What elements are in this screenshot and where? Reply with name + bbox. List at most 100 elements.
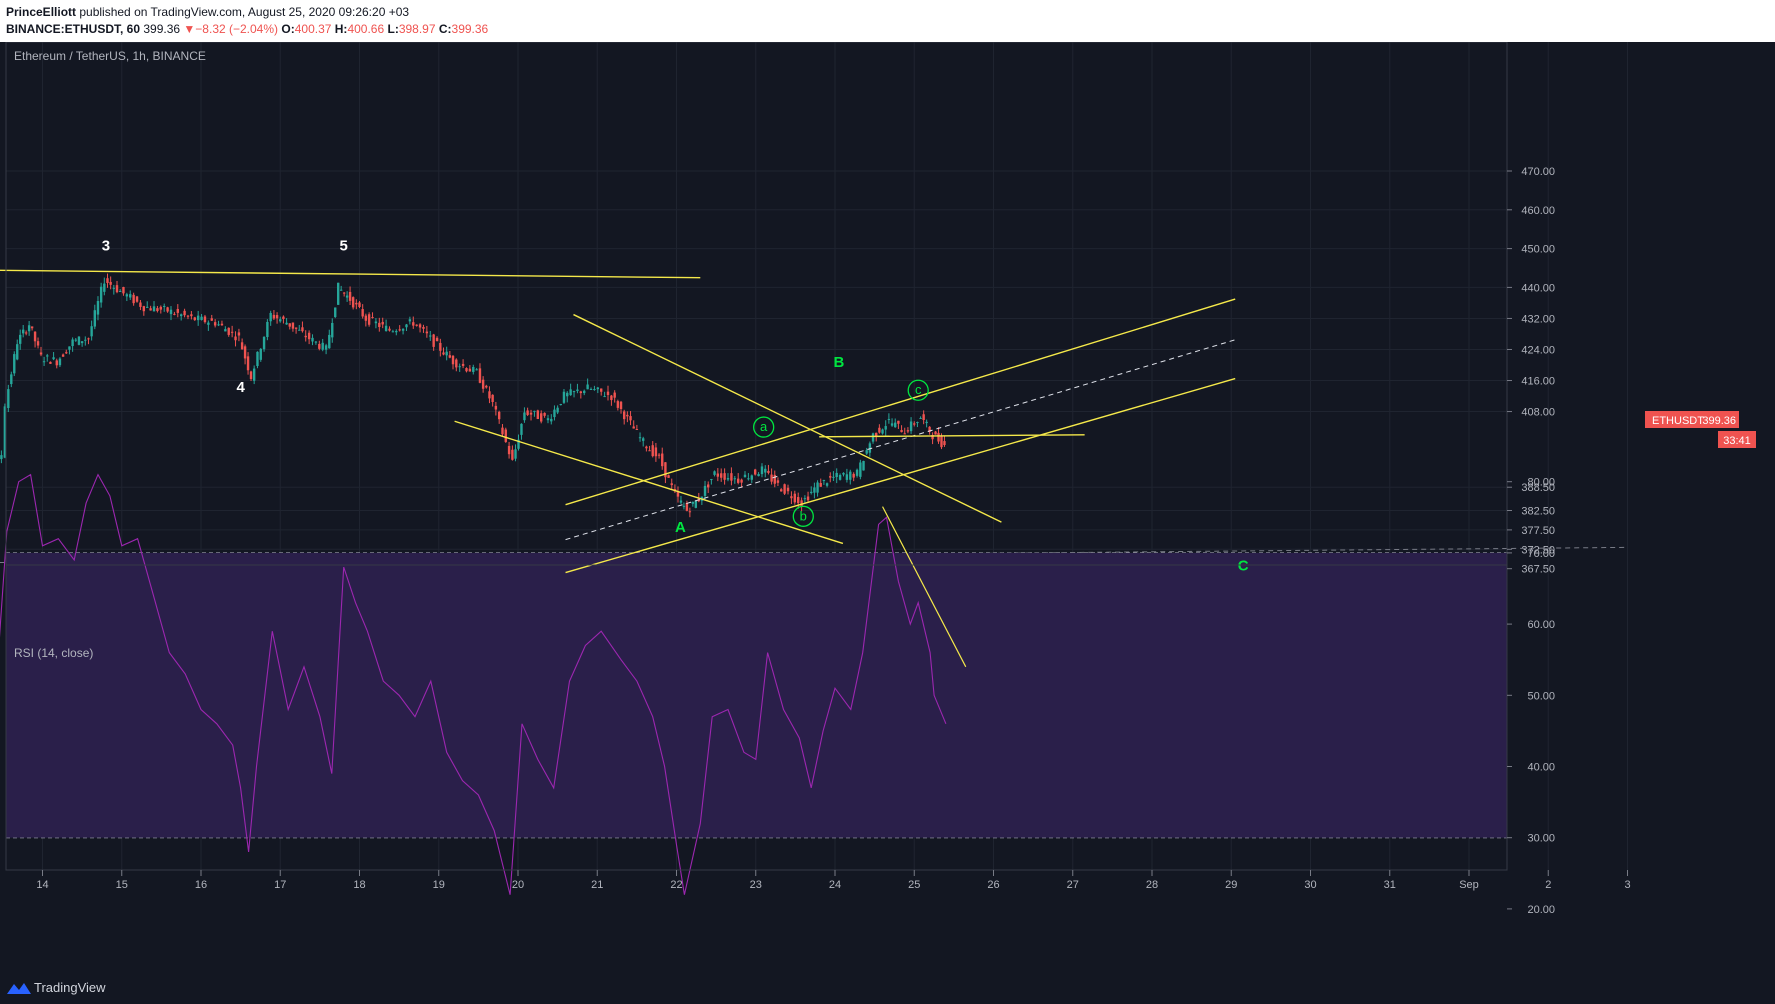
candle-body xyxy=(733,478,737,480)
rsi-y-tick-label: 80.00 xyxy=(1527,477,1555,489)
candle-body xyxy=(767,470,770,473)
candle-body xyxy=(169,309,173,315)
candle-body xyxy=(109,281,112,285)
y-tick-label: 367.50 xyxy=(1521,564,1555,576)
rsi-y-tick-label: 60.00 xyxy=(1527,619,1555,631)
candle-body xyxy=(112,287,116,289)
candle-body xyxy=(10,374,13,385)
candle-body xyxy=(285,322,288,325)
rsi-series xyxy=(0,473,947,895)
candle-body xyxy=(331,322,334,338)
x-tick-label: 20 xyxy=(512,879,524,891)
author-name[interactable]: PrinceElliott xyxy=(6,5,77,19)
candle-body xyxy=(520,423,523,435)
candle-body xyxy=(800,500,803,507)
x-tick-label: 18 xyxy=(353,879,365,891)
candle-body xyxy=(262,336,266,350)
candle-body xyxy=(556,407,559,413)
y-tick-label: 450.00 xyxy=(1521,244,1555,256)
candle-body xyxy=(448,355,452,358)
candle-body xyxy=(780,489,783,492)
candle-body xyxy=(381,321,384,325)
candle-body xyxy=(750,475,753,480)
candle-body xyxy=(234,336,237,341)
candle-body xyxy=(862,460,865,471)
candle-body xyxy=(906,430,910,432)
candle-body xyxy=(481,379,485,389)
x-tick-label: 2 xyxy=(1545,879,1551,891)
candle-body xyxy=(46,355,49,357)
candle-body xyxy=(529,412,533,415)
candle-body xyxy=(24,332,28,334)
candle-body xyxy=(461,363,465,366)
candle-body xyxy=(307,332,311,340)
candle-body xyxy=(737,478,740,483)
candle-body xyxy=(626,414,629,417)
chart-title: Ethereum / TetherUS, 1h, BINANCE xyxy=(14,49,206,63)
candle-body xyxy=(635,429,639,431)
wave-circle xyxy=(907,379,929,401)
candle-body xyxy=(439,342,442,351)
tradingview-brand[interactable]: TradingView xyxy=(34,980,106,995)
candle-body xyxy=(68,346,71,350)
rsi-title: RSI (14, close) xyxy=(14,646,93,660)
trendline xyxy=(819,434,1085,438)
x-tick-label: 27 xyxy=(1067,879,1079,891)
trendline xyxy=(573,313,1002,523)
candle-body xyxy=(401,328,405,331)
candle-body xyxy=(940,435,943,448)
candle-body xyxy=(819,483,822,487)
candle-body xyxy=(523,412,526,421)
countdown-badge xyxy=(1718,431,1756,448)
candle-body xyxy=(491,394,494,403)
candle-body xyxy=(149,308,152,311)
candle-body xyxy=(367,314,371,325)
candle-body xyxy=(925,421,928,424)
candle-body xyxy=(632,426,635,429)
candle-body xyxy=(543,412,546,416)
candle-body xyxy=(813,487,816,493)
candle-body xyxy=(132,294,135,304)
candle-body xyxy=(803,498,807,500)
candle-body xyxy=(838,475,842,480)
candle-body xyxy=(272,314,276,319)
tradingview-logo-icon[interactable] xyxy=(6,980,32,996)
candle-body xyxy=(166,307,169,312)
wave-label: 4 xyxy=(236,379,245,396)
candle-body xyxy=(553,409,556,418)
x-tick-label: 28 xyxy=(1146,879,1158,891)
candle-body xyxy=(220,323,224,326)
wave-label: 3 xyxy=(102,238,110,255)
candle-body xyxy=(33,331,37,342)
low-label: L: xyxy=(387,22,399,36)
candle-body xyxy=(472,366,475,372)
candle-body xyxy=(213,322,217,326)
candle-body xyxy=(125,294,129,297)
candle-body xyxy=(243,346,247,359)
candle-body xyxy=(355,302,358,305)
candle-body xyxy=(388,328,391,331)
candle-body xyxy=(345,295,349,298)
down-arrow-icon: ▼ xyxy=(183,22,196,36)
trendlines[interactable] xyxy=(0,269,1236,668)
candle-body xyxy=(934,431,937,435)
candle-body xyxy=(760,466,764,475)
candle-body xyxy=(770,474,773,482)
rsi-trendline xyxy=(882,506,967,668)
candle-body xyxy=(569,389,572,396)
candle-body xyxy=(342,292,346,294)
rsi-y-tick-label: 40.00 xyxy=(1527,762,1555,774)
symbol-label: BINANCE:ETHUSDT, 60 xyxy=(6,22,141,36)
candle-body xyxy=(559,404,562,406)
candle-body xyxy=(713,471,716,475)
candle-body xyxy=(415,324,418,326)
candle-body xyxy=(790,496,793,499)
y-tick-label: 372.50 xyxy=(1521,544,1555,556)
rsi-line xyxy=(0,473,947,895)
candle-body xyxy=(478,368,482,383)
y-tick-label: 432.00 xyxy=(1521,313,1555,325)
x-tick-label: 15 xyxy=(116,879,128,891)
candle-body xyxy=(384,325,388,332)
last-price: 399.36 xyxy=(143,22,181,36)
